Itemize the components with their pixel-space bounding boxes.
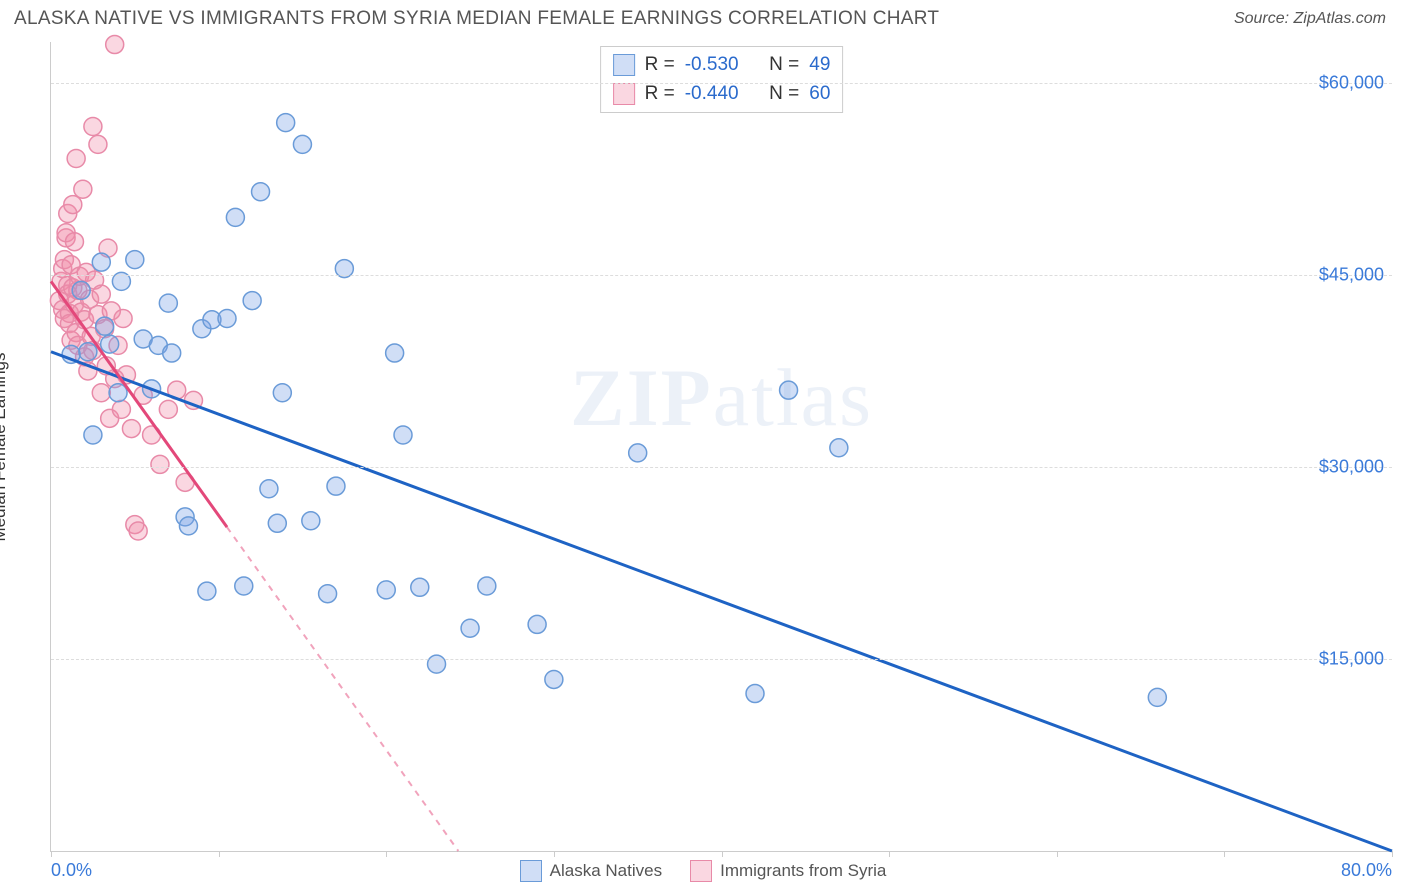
scatter-point bbox=[327, 477, 345, 495]
scatter-point bbox=[629, 444, 647, 462]
scatter-point bbox=[268, 514, 286, 532]
scatter-point bbox=[226, 208, 244, 226]
correlation-legend: R = -0.530 N = 49 R = -0.440 N = 60 bbox=[600, 46, 844, 113]
y-tick-label: $30,000 bbox=[1319, 456, 1384, 477]
x-tick bbox=[889, 851, 890, 857]
scatter-point bbox=[64, 196, 82, 214]
scatter-point bbox=[260, 480, 278, 498]
scatter-point bbox=[293, 135, 311, 153]
scatter-point bbox=[72, 281, 90, 299]
scatter-point bbox=[122, 420, 140, 438]
scatter-point bbox=[218, 309, 236, 327]
scatter-point bbox=[163, 344, 181, 362]
legend-label-alaska: Alaska Natives bbox=[550, 861, 662, 881]
scatter-point bbox=[96, 317, 114, 335]
x-tick bbox=[1057, 851, 1058, 857]
scatter-point bbox=[411, 578, 429, 596]
scatter-point bbox=[235, 577, 253, 595]
scatter-point bbox=[126, 251, 144, 269]
x-tick bbox=[554, 851, 555, 857]
scatter-point bbox=[780, 381, 798, 399]
x-tick bbox=[1224, 851, 1225, 857]
scatter-point bbox=[151, 455, 169, 473]
scatter-point bbox=[252, 183, 270, 201]
n-label: N = bbox=[769, 51, 799, 80]
scatter-point bbox=[461, 619, 479, 637]
x-tick bbox=[386, 851, 387, 857]
scatter-point bbox=[319, 585, 337, 603]
y-tick-label: $60,000 bbox=[1319, 72, 1384, 93]
scatter-point bbox=[545, 670, 563, 688]
scatter-point bbox=[92, 285, 110, 303]
scatter-point bbox=[67, 149, 85, 167]
scatter-point bbox=[65, 233, 83, 251]
bottom-legend: Alaska Natives Immigrants from Syria bbox=[0, 860, 1406, 882]
chart-svg bbox=[51, 42, 1392, 851]
scatter-point bbox=[273, 384, 291, 402]
swatch-alaska bbox=[613, 54, 635, 76]
scatter-point bbox=[79, 343, 97, 361]
r-value-alaska: -0.530 bbox=[685, 51, 739, 80]
scatter-point bbox=[114, 309, 132, 327]
scatter-point bbox=[277, 114, 295, 132]
gridline bbox=[51, 275, 1392, 276]
x-tick bbox=[1392, 851, 1393, 857]
scatter-point bbox=[386, 344, 404, 362]
gridline bbox=[51, 83, 1392, 84]
trend-line-dashed bbox=[227, 527, 458, 851]
scatter-point bbox=[112, 400, 130, 418]
scatter-point bbox=[1148, 688, 1166, 706]
scatter-point bbox=[302, 512, 320, 530]
scatter-point bbox=[84, 117, 102, 135]
legend-item-syria: Immigrants from Syria bbox=[690, 860, 886, 882]
swatch-syria bbox=[690, 860, 712, 882]
r-label: R = bbox=[645, 51, 675, 80]
scatter-point bbox=[428, 655, 446, 673]
scatter-point bbox=[159, 294, 177, 312]
scatter-point bbox=[243, 292, 261, 310]
scatter-point bbox=[92, 384, 110, 402]
page-title: ALASKA NATIVE VS IMMIGRANTS FROM SYRIA M… bbox=[14, 8, 939, 30]
scatter-point bbox=[106, 36, 124, 54]
scatter-point bbox=[198, 582, 216, 600]
x-tick bbox=[722, 851, 723, 857]
scatter-point bbox=[746, 685, 764, 703]
y-tick-label: $45,000 bbox=[1319, 264, 1384, 285]
y-axis-title: Median Female Earnings bbox=[0, 353, 10, 542]
legend-label-syria: Immigrants from Syria bbox=[720, 861, 886, 881]
gridline bbox=[51, 467, 1392, 468]
x-tick bbox=[51, 851, 52, 857]
gridline bbox=[51, 659, 1392, 660]
swatch-alaska bbox=[520, 860, 542, 882]
scatter-point bbox=[377, 581, 395, 599]
y-tick-label: $15,000 bbox=[1319, 648, 1384, 669]
x-tick bbox=[219, 851, 220, 857]
scatter-point bbox=[74, 180, 92, 198]
n-value-alaska: 49 bbox=[809, 51, 830, 80]
correlation-row-alaska: R = -0.530 N = 49 bbox=[613, 51, 831, 80]
scatter-point bbox=[830, 439, 848, 457]
legend-item-alaska: Alaska Natives bbox=[520, 860, 662, 882]
scatter-point bbox=[528, 615, 546, 633]
scatter-point bbox=[478, 577, 496, 595]
plot-area: ZIPatlas R = -0.530 N = 49 R = -0.440 N … bbox=[50, 42, 1392, 852]
scatter-point bbox=[101, 335, 119, 353]
scatter-point bbox=[109, 384, 127, 402]
scatter-point bbox=[159, 400, 177, 418]
trend-line bbox=[51, 352, 1392, 851]
scatter-point bbox=[89, 135, 107, 153]
scatter-point bbox=[129, 522, 147, 540]
scatter-point bbox=[84, 426, 102, 444]
scatter-point bbox=[92, 253, 110, 271]
chart-container: Median Female Earnings ZIPatlas R = -0.5… bbox=[14, 42, 1392, 852]
source-attribution: Source: ZipAtlas.com bbox=[1234, 10, 1386, 28]
scatter-point bbox=[179, 517, 197, 535]
swatch-syria bbox=[613, 83, 635, 105]
scatter-point bbox=[394, 426, 412, 444]
